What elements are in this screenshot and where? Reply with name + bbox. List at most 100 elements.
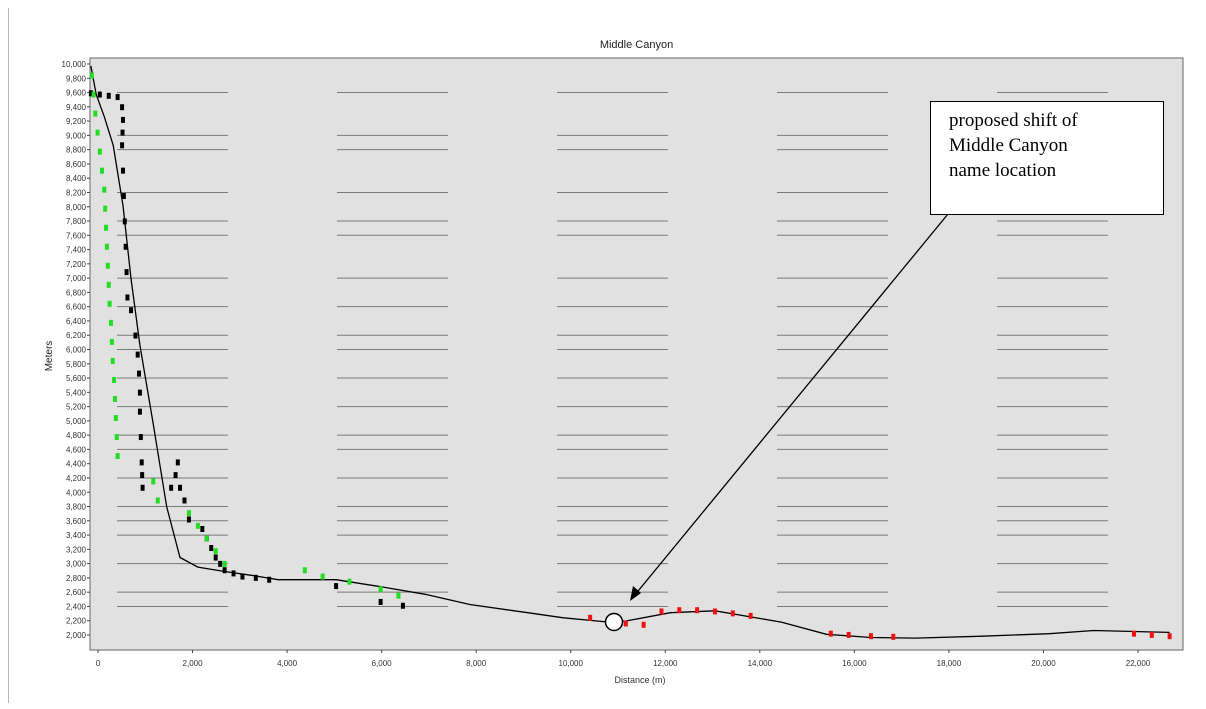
y-tick-label-24: 5,200 xyxy=(66,403,87,412)
series-3-point-6 xyxy=(695,607,700,614)
y-tick-label-8: 8,400 xyxy=(66,174,87,183)
series-2-point-11 xyxy=(106,281,111,288)
series-1-point-25 xyxy=(173,472,178,479)
series-2-point-13 xyxy=(108,319,113,326)
annotation-arrow-0 xyxy=(633,213,949,597)
series-1-point-4 xyxy=(120,104,125,111)
series-1-point-6 xyxy=(120,129,125,136)
series-3-point-3 xyxy=(641,621,646,628)
x-tick-label-1: 2,000 xyxy=(183,659,204,668)
series-2-point-4 xyxy=(97,148,102,155)
x-tick-label-4: 8,000 xyxy=(466,659,487,668)
series-1-point-18 xyxy=(137,389,142,396)
series-1-point-16 xyxy=(135,351,140,358)
y-tick-label-35: 3,000 xyxy=(66,560,87,569)
series-2-point-32 xyxy=(396,592,401,599)
y-tick-label-27: 4,600 xyxy=(66,445,87,454)
callout-line-2: Middle Canyon xyxy=(949,135,1068,156)
series-1-point-8 xyxy=(120,167,125,174)
series-1-point-14 xyxy=(129,307,134,314)
series-2-point-25 xyxy=(204,535,209,542)
series-2-point-20 xyxy=(115,453,120,460)
y-tick-label-6: 8,800 xyxy=(66,146,87,155)
annotation-callout: proposed shift of Middle Canyon name loc… xyxy=(930,101,1164,215)
series-1-point-2 xyxy=(106,92,111,99)
series-3-point-7 xyxy=(712,608,717,615)
series-2-point-18 xyxy=(113,415,118,422)
y-tick-label-21: 5,800 xyxy=(66,360,87,369)
y-tick-label-25: 5,000 xyxy=(66,417,87,426)
y-tick-label-15: 7,000 xyxy=(66,274,87,283)
annotation-marker-0 xyxy=(604,612,624,632)
series-2-point-12 xyxy=(107,300,112,307)
series-2-point-21 xyxy=(151,478,156,485)
series-1-point-23 xyxy=(140,484,145,491)
y-tick-label-16: 6,800 xyxy=(66,288,87,297)
x-tick-label-11: 22,000 xyxy=(1126,659,1151,668)
series-1-point-24 xyxy=(169,484,174,491)
series-3-point-0 xyxy=(588,614,593,621)
series-1-point-19 xyxy=(137,408,142,415)
y-tick-label-26: 4,800 xyxy=(66,431,87,440)
series-1-point-38 xyxy=(253,574,258,581)
y-tick-label-13: 7,400 xyxy=(66,246,87,255)
series-1-point-5 xyxy=(120,116,125,123)
chart-title: Middle Canyon xyxy=(600,39,673,51)
series-3-point-4 xyxy=(659,608,664,615)
x-tick-label-2: 4,000 xyxy=(277,659,298,668)
series-1-point-37 xyxy=(240,573,245,580)
series-2-point-27 xyxy=(222,560,227,567)
y-tick-label-38: 2,400 xyxy=(66,602,87,611)
series-1-point-17 xyxy=(137,370,142,377)
series-2-point-17 xyxy=(112,395,117,402)
series-1-point-15 xyxy=(133,332,138,339)
y-tick-label-33: 3,400 xyxy=(66,531,87,540)
series-1-point-21 xyxy=(139,459,144,466)
series-1-point-12 xyxy=(124,269,129,276)
series-1-point-3 xyxy=(115,94,120,101)
x-tick-label-10: 20,000 xyxy=(1031,659,1056,668)
series-1-point-41 xyxy=(378,598,383,605)
y-tick-label-12: 7,600 xyxy=(66,231,87,240)
series-1-point-39 xyxy=(267,576,272,583)
series-3-point-2 xyxy=(623,620,628,627)
series-1-point-35 xyxy=(222,567,227,574)
y-tick-label-40: 2,000 xyxy=(66,631,87,640)
y-tick-label-17: 6,600 xyxy=(66,303,87,312)
x-tick-label-7: 14,000 xyxy=(748,659,773,668)
y-tick-label-30: 4,000 xyxy=(66,488,87,497)
y-axis-label: Meters xyxy=(44,341,55,372)
x-tick-label-9: 18,000 xyxy=(937,659,962,668)
x-tick-label-0: 0 xyxy=(96,659,101,668)
y-tick-label-0: 10,000 xyxy=(62,60,87,69)
series-2-point-26 xyxy=(213,548,218,555)
series-1-point-22 xyxy=(140,472,145,479)
annotation-arrowhead-0 xyxy=(630,586,641,601)
series-1-point-7 xyxy=(120,142,125,149)
series-1-point-26 xyxy=(175,459,180,466)
y-tick-label-9: 8,200 xyxy=(66,188,87,197)
y-tick-label-20: 6,000 xyxy=(66,346,87,355)
series-2-point-2 xyxy=(93,110,98,117)
series-1-point-28 xyxy=(182,497,187,504)
series-2-point-28 xyxy=(302,567,307,574)
y-tick-label-28: 4,400 xyxy=(66,460,87,469)
y-tick-label-2: 9,600 xyxy=(66,89,87,98)
series-1-point-20 xyxy=(138,434,143,441)
series-3-point-14 xyxy=(1131,630,1136,637)
y-tick-label-10: 8,000 xyxy=(66,203,87,212)
y-tick-label-7: 8,600 xyxy=(66,160,87,169)
y-tick-label-18: 6,400 xyxy=(66,317,87,326)
series-2-point-6 xyxy=(102,186,107,193)
series-2-point-23 xyxy=(186,510,191,517)
series-2-point-10 xyxy=(105,262,110,269)
series-2-point-3 xyxy=(95,129,100,136)
series-2-point-0 xyxy=(89,72,94,79)
series-1-point-40 xyxy=(334,583,339,590)
series-3-point-5 xyxy=(677,607,682,614)
series-1-point-9 xyxy=(121,193,126,200)
series-3-point-15 xyxy=(1149,631,1154,638)
series-3-point-13 xyxy=(891,633,896,640)
series-2-point-1 xyxy=(91,91,96,98)
y-tick-label-36: 2,800 xyxy=(66,574,87,583)
